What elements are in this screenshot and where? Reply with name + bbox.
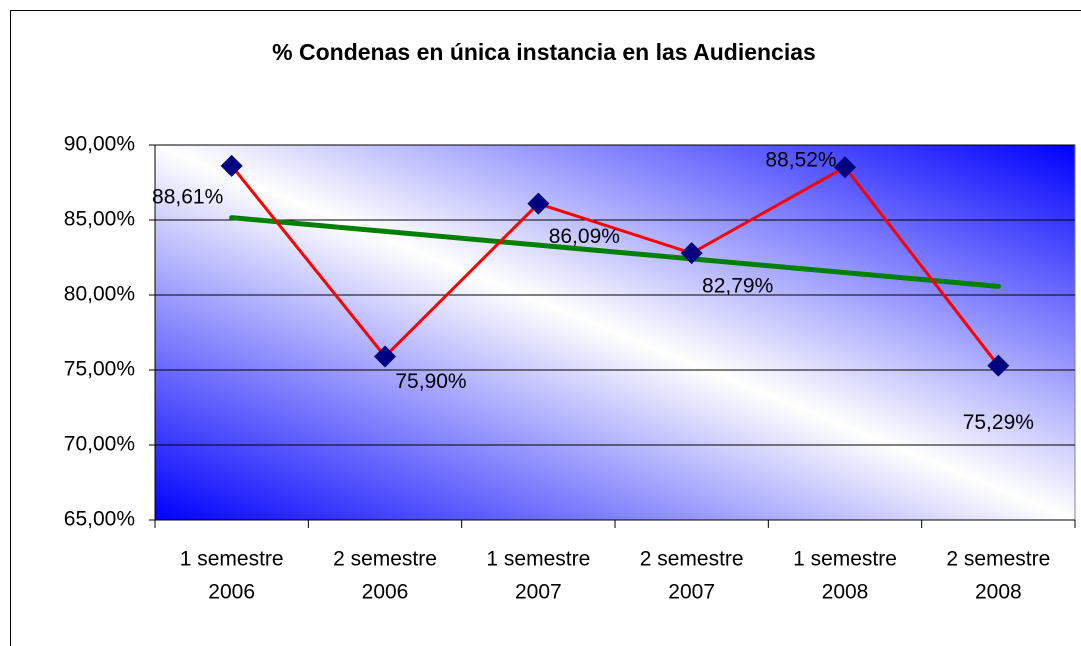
y-tick-label: 80,00% [64, 283, 135, 306]
data-label: 88,52% [765, 149, 836, 172]
marker [527, 192, 550, 215]
chart-frame [10, 10, 1081, 646]
x-tick-label: 1 semestre [793, 548, 897, 571]
x-tick-label: 1 semestre [486, 548, 590, 571]
marker [987, 354, 1010, 377]
x-tick-label: 2 semestre [946, 548, 1050, 571]
x-tick-label: 1 semestre [180, 548, 284, 571]
data-label: 75,90% [395, 370, 466, 393]
chart-title: % Condenas en única instancia en las Aud… [272, 39, 816, 65]
data-label: 82,79% [702, 275, 773, 298]
data-line [230, 164, 1000, 367]
y-tick-label: 70,00% [64, 433, 135, 456]
x-tick-label: 2007 [668, 581, 715, 604]
x-tick-label: 2 semestre [640, 548, 744, 571]
x-tick-label: 2006 [362, 581, 409, 604]
data-label: 75,29% [963, 411, 1034, 434]
y-tick-label: 85,00% [64, 208, 135, 231]
x-tick-label: 2008 [822, 581, 869, 604]
x-tick-label: 2 semestre [333, 548, 437, 571]
marker [834, 156, 856, 179]
x-tick-label: 2007 [515, 581, 562, 604]
x-tick-label: 2006 [208, 581, 255, 604]
marker [374, 345, 396, 368]
y-tick-label: 75,00% [64, 358, 135, 381]
y-tick-label: 90,00% [64, 133, 135, 156]
marker [220, 154, 243, 177]
data-label: 88,61% [152, 185, 223, 208]
plot-area [154, 144, 1076, 521]
marker [680, 242, 703, 265]
trend-line [229, 215, 1001, 289]
y-tick-label: 65,00% [64, 508, 135, 531]
x-tick-label: 2008 [975, 581, 1022, 604]
data-label: 86,09% [549, 225, 620, 248]
